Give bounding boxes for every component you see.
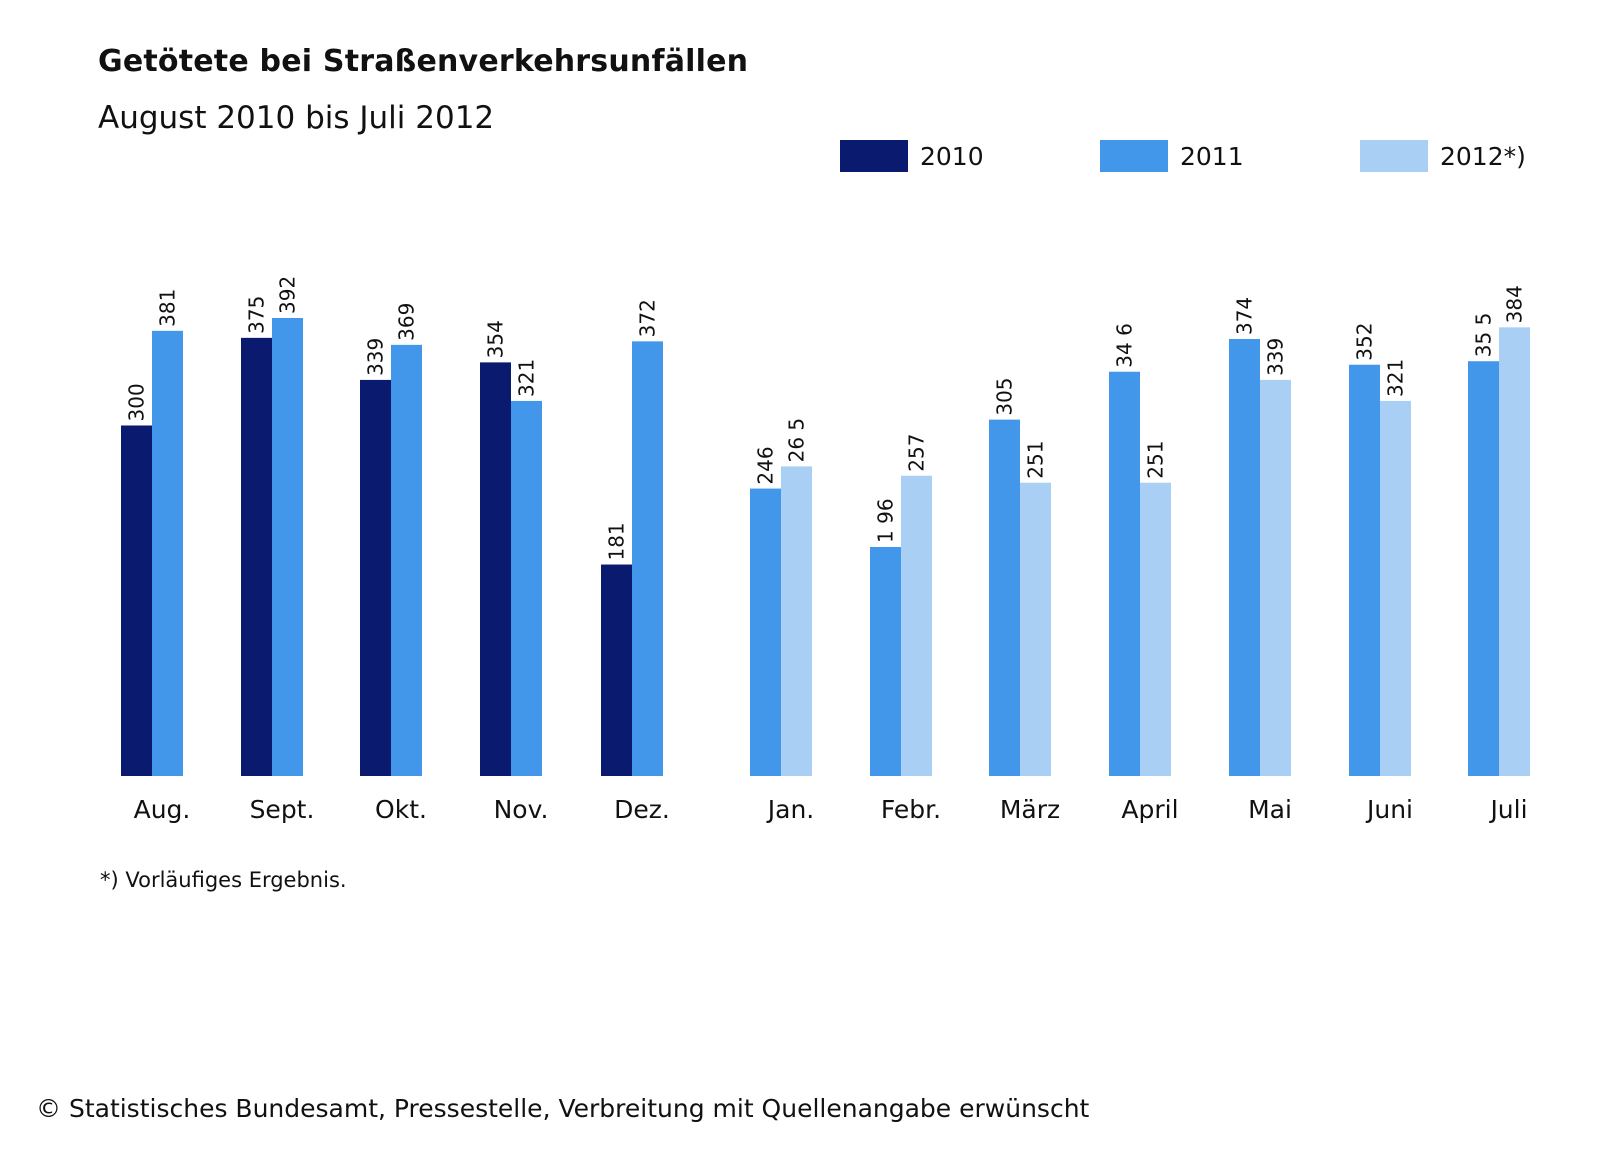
data-label: 300	[125, 383, 149, 421]
x-tick-label: März	[1000, 795, 1060, 824]
bar-2011-10	[1229, 339, 1260, 776]
bar-2012-12	[1499, 327, 1530, 776]
x-tick-label: Juni	[1365, 795, 1413, 824]
legend-item-2010: 2010	[840, 138, 984, 174]
x-tick-label: Okt.	[375, 795, 427, 824]
data-label: 354	[484, 320, 508, 358]
data-label: 251	[1144, 441, 1168, 479]
bar-2011-9	[1109, 371, 1140, 776]
data-label: 26 5	[785, 418, 809, 463]
data-label: 374	[1233, 297, 1257, 335]
legend-label-2012: 2012*)	[1440, 141, 1526, 171]
data-label: 372	[636, 299, 660, 337]
data-label: 384	[1503, 285, 1527, 323]
bar-2012-10	[1260, 379, 1291, 776]
x-tick-label: Mai	[1248, 795, 1292, 824]
bar-2010-3	[360, 379, 391, 776]
source-credit: © Statistisches Bundesamt, Pressestelle,…	[36, 1094, 1090, 1123]
x-tick-label: Juli	[1488, 795, 1527, 824]
legend-label-2010: 2010	[920, 141, 984, 171]
bar-2010-1	[121, 425, 152, 776]
bar-2011-1	[152, 330, 183, 776]
x-tick-label: Aug.	[134, 795, 191, 824]
data-label: 321	[1384, 359, 1408, 397]
data-label: 1 96	[874, 498, 898, 543]
data-label: 181	[605, 522, 629, 560]
data-label: 257	[905, 434, 929, 472]
x-tick-label: Jan.	[766, 795, 814, 824]
data-label: 34 6	[1113, 323, 1137, 368]
x-tick-label: Dez.	[614, 795, 670, 824]
legend-item-2012: 2012*)	[1360, 138, 1526, 174]
data-label: 246	[754, 446, 778, 484]
data-label: 35 5	[1472, 313, 1496, 358]
chart-title: Getötete bei Straßenverkehrsunfällen	[98, 44, 749, 79]
data-label: 375	[245, 296, 269, 334]
x-tick-label: Febr.	[881, 795, 941, 824]
legend-swatch-2010	[840, 140, 908, 172]
x-tick-label: Sept.	[250, 795, 315, 824]
bar-2011-11	[1349, 364, 1380, 776]
x-tick-label: April	[1121, 795, 1178, 824]
legend-swatch-2012	[1360, 140, 1428, 172]
data-label: 352	[1353, 323, 1377, 361]
bar-2011-2	[272, 317, 303, 776]
data-label: 392	[276, 276, 300, 314]
data-label: 369	[395, 303, 419, 341]
bar-chart: 300 381 Aug. 375 392 Sept. 339 369 Okt. 354 321 Nov…	[121, 276, 1530, 824]
footnote: *) Vorläufiges Ergebnis.	[100, 868, 347, 892]
bar-2010-5	[601, 564, 632, 776]
bar-2011-4	[511, 400, 542, 776]
data-label: 339	[364, 338, 388, 376]
x-tick-label: Nov.	[494, 795, 549, 824]
bar-2011-3	[391, 344, 422, 776]
bar-2010-2	[241, 337, 272, 776]
data-label: 339	[1264, 338, 1288, 376]
bar-2012-11	[1380, 400, 1411, 776]
bar-2011-6	[750, 488, 781, 776]
bar-2012-8	[1020, 482, 1051, 776]
bar-2011-7	[870, 546, 901, 776]
legend-item-2011: 2011	[1100, 138, 1244, 174]
legend-swatch-2011	[1100, 140, 1168, 172]
data-label: 381	[156, 289, 180, 327]
bar-2012-7	[901, 475, 932, 776]
data-label: 321	[515, 359, 539, 397]
data-label: 251	[1024, 441, 1048, 479]
bar-2011-12	[1468, 361, 1499, 776]
legend-label-2011: 2011	[1180, 141, 1244, 171]
bar-2012-9	[1140, 482, 1171, 776]
bar-2010-4	[480, 362, 511, 776]
bar-2012-6	[781, 466, 812, 776]
chart-subtitle: August 2010 bis Juli 2012	[98, 100, 495, 136]
bar-2011-5	[632, 341, 663, 776]
data-label: 305	[993, 377, 1017, 415]
bar-2011-8	[989, 419, 1020, 776]
